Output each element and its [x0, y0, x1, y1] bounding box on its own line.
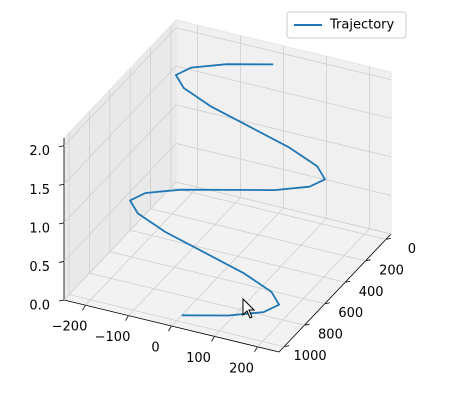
grid-line — [170, 186, 387, 240]
grid-line — [63, 143, 177, 262]
z-tick-label: 0.5 — [29, 260, 50, 275]
y-tick-label: 400 — [359, 285, 384, 300]
tick-mark — [324, 302, 330, 305]
trajectory-line — [129, 63, 326, 317]
grid-line — [175, 104, 392, 158]
tick-mark — [304, 323, 310, 326]
x-tick-label: 0 — [151, 341, 159, 356]
y-tick-label: 0 — [408, 242, 416, 257]
mouse-cursor — [242, 297, 256, 319]
tick-mark — [211, 336, 215, 342]
legend-box — [286, 11, 407, 39]
tick-mark — [58, 261, 65, 263]
grid-line — [257, 228, 370, 348]
grid-line — [85, 186, 198, 306]
y-tick-label: 600 — [338, 306, 363, 321]
z-tick-label: 0.0 — [29, 299, 50, 314]
z-tick-label: 1.5 — [29, 183, 50, 198]
y-tick-label: 200 — [379, 263, 404, 278]
tick-mark — [58, 222, 65, 225]
grid-line — [109, 251, 325, 305]
tick-mark — [365, 259, 371, 262]
grid-line — [89, 272, 305, 326]
grid-line — [150, 208, 366, 262]
x-tick-label: −200 — [52, 320, 88, 335]
tick-mark — [345, 280, 351, 283]
plot — [129, 63, 326, 317]
y-axis-line — [278, 233, 392, 353]
z-tick-label: 2.0 — [29, 144, 50, 159]
grid-line — [175, 143, 392, 196]
grid-line — [63, 104, 177, 224]
x-tick-label: 200 — [229, 361, 254, 376]
grid-line — [63, 181, 177, 301]
x-tick-label: 100 — [186, 351, 211, 366]
z-tick-label: 1.0 — [29, 221, 50, 236]
legend-label: Trajectory — [329, 18, 394, 33]
grid-line — [130, 229, 346, 283]
grid-line — [63, 66, 177, 185]
tick-mark — [58, 299, 65, 302]
tick-mark — [58, 183, 65, 186]
grid-line — [175, 27, 392, 81]
tick-mark — [82, 304, 86, 311]
tick-mark — [385, 237, 391, 240]
y-tick-label: 1000 — [294, 349, 327, 364]
tick-mark — [168, 325, 172, 332]
grid-line — [171, 207, 284, 327]
x-tick-label: −100 — [95, 330, 131, 345]
grid-line — [68, 294, 285, 348]
tick-mark — [254, 346, 258, 353]
grid-line — [128, 197, 241, 316]
tick-mark — [125, 315, 129, 321]
grid-line — [175, 65, 392, 119]
y-tick-label: 800 — [318, 328, 343, 343]
panes — [63, 18, 392, 353]
grid-line — [63, 27, 177, 146]
tick-mark — [284, 345, 290, 348]
tick-mark — [58, 145, 65, 148]
grid-line — [214, 218, 327, 337]
legend: Trajectory — [286, 11, 407, 39]
